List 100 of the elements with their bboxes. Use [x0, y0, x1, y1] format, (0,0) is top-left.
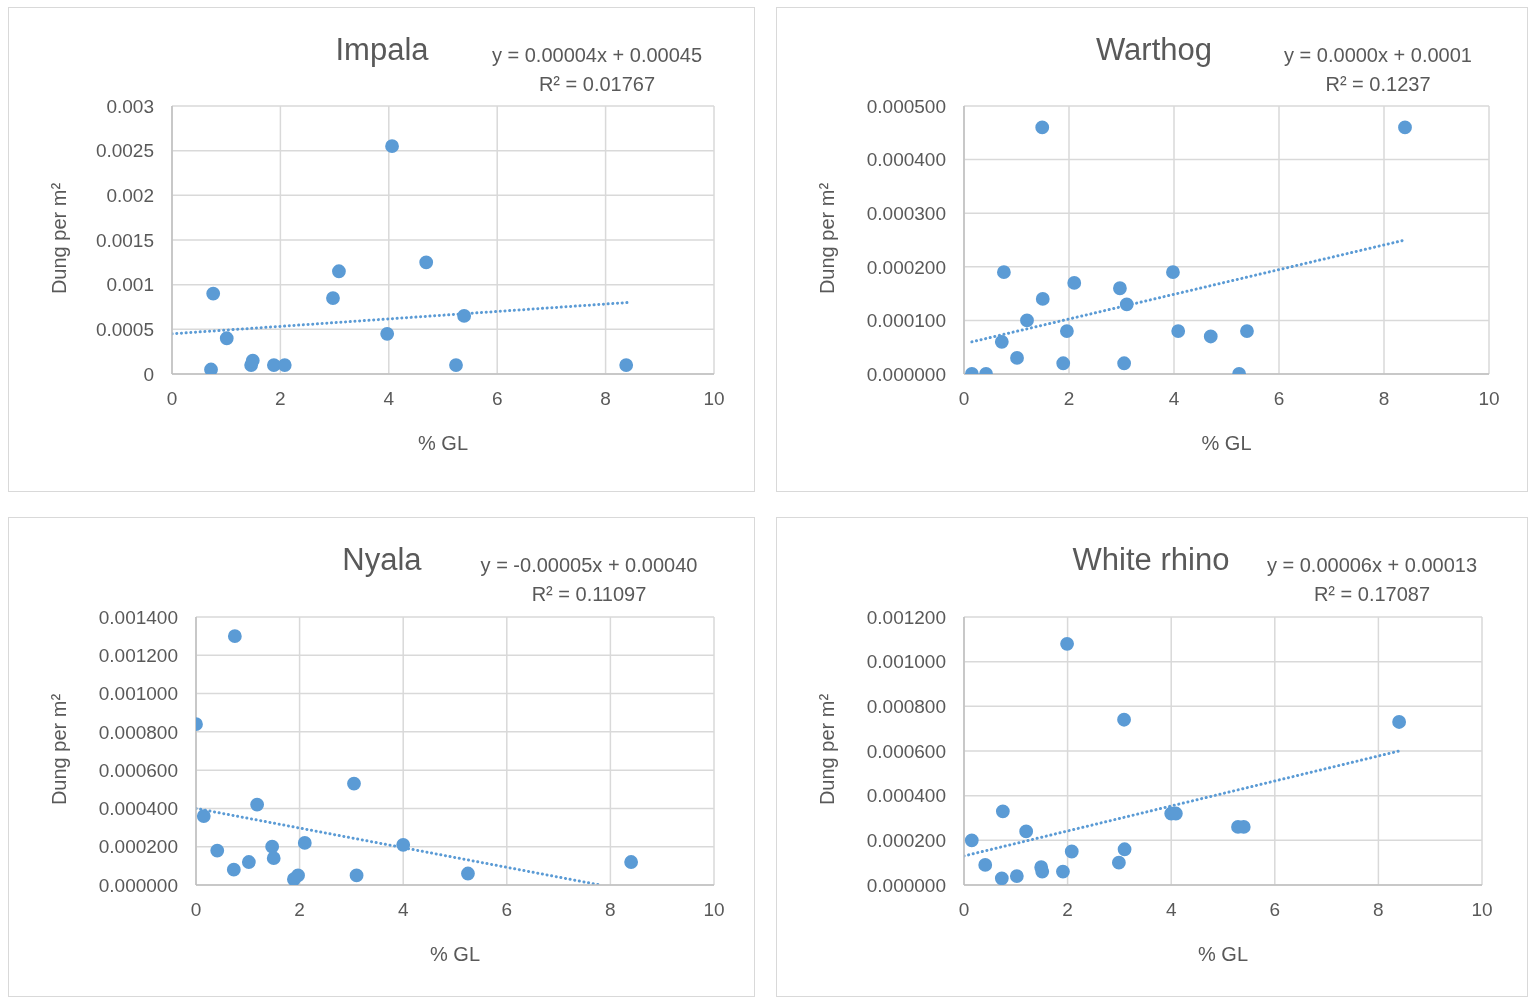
y-tick-label: 0.003: [106, 95, 154, 117]
y-axis-title: Dung per m²: [47, 181, 71, 297]
x-tick-label: 10: [703, 388, 725, 410]
x-tick-label: 8: [1373, 899, 1384, 921]
y-tick-label: 0.000600: [866, 740, 946, 762]
point: [619, 358, 634, 372]
x-axis-title: % GL: [417, 432, 469, 455]
y-tick-label: 0.001000: [866, 651, 946, 673]
y-tick-label: 0: [143, 363, 154, 385]
point: [332, 264, 346, 279]
point: [265, 839, 280, 854]
y-tick-label: 0.000800: [866, 696, 946, 718]
point: [1059, 324, 1074, 339]
text: y = 0.00006x + 0.00013: [1266, 554, 1478, 576]
x-tick-label: 6: [1269, 899, 1281, 921]
point: [1060, 636, 1074, 651]
y-tick-label: 0.000000: [98, 874, 178, 896]
point: [226, 862, 241, 877]
x-tick-label: 6: [491, 388, 503, 410]
x-tick-label: 0: [958, 899, 970, 921]
y-tick-label: 0.000300: [866, 202, 946, 224]
x-tick-label: 2: [294, 899, 305, 921]
y-tick-label: 0.000200: [866, 830, 946, 852]
y-tick-label: 0.001: [106, 274, 154, 296]
y-axis-title: Dung per m²: [47, 692, 71, 808]
x-tick-label: 4: [1165, 899, 1177, 921]
y-tick-label: 0.001200: [98, 645, 178, 667]
y-tick-label: 0.001000: [98, 683, 178, 705]
x-tick-label: 10: [703, 899, 725, 921]
x-tick-label: 2: [275, 388, 286, 410]
point: [297, 835, 312, 850]
point: [1067, 275, 1082, 290]
y-tick-label: 0.000800: [98, 721, 178, 743]
point: [449, 358, 463, 372]
point: [380, 326, 395, 341]
x-tick-label: 4: [397, 899, 409, 921]
x-tick-label: 0: [190, 899, 202, 921]
point: [210, 843, 225, 858]
x-tick-label: 6: [1273, 388, 1285, 410]
point: [1117, 712, 1131, 727]
y-tick-label: 0.0025: [95, 140, 154, 162]
point: [349, 868, 364, 883]
point: [1010, 351, 1024, 365]
point: [196, 809, 211, 823]
point: [995, 804, 1010, 819]
text: R² = 0.1237: [1324, 72, 1432, 97]
point: [396, 837, 411, 852]
point: [347, 776, 361, 791]
point: [978, 858, 993, 872]
point: [994, 871, 1009, 885]
point: [1019, 824, 1034, 839]
x-tick-label: 8: [605, 899, 616, 921]
x-axis-title: % GL: [1200, 432, 1253, 455]
x-tick-label: 2: [1062, 899, 1073, 921]
y-tick-label: 0.001200: [866, 606, 946, 628]
y-axis-title: Dung per m²: [815, 692, 839, 808]
point: [461, 866, 475, 881]
y-axis-title: Dung per m²: [815, 181, 839, 297]
x-tick-label: 10: [1471, 899, 1493, 921]
point: [624, 855, 639, 869]
point: [1203, 329, 1218, 344]
y-tick-label: 0.000400: [866, 149, 946, 171]
y-tick-label: 0.000200: [98, 836, 178, 858]
point: [227, 629, 242, 644]
point: [1111, 855, 1126, 870]
x-tick-label: 8: [1378, 388, 1390, 410]
y-tick-label: 0.000000: [866, 363, 946, 385]
point: [1056, 864, 1070, 879]
point: [326, 291, 340, 305]
point: [1117, 842, 1132, 857]
point: [277, 358, 292, 372]
y-tick-label: 0.000600: [98, 759, 178, 781]
point: [419, 255, 434, 270]
y-tick-label: 0.000500: [866, 95, 946, 117]
x-tick-label: 0: [958, 388, 970, 410]
text: R² = 0.11097: [530, 582, 648, 607]
point: [219, 331, 234, 346]
point: [250, 797, 265, 812]
point: [994, 334, 1009, 349]
point: [1166, 265, 1180, 280]
point: [266, 851, 281, 866]
x-tick-label: 4: [383, 388, 395, 410]
text: R² = 0.17087: [1312, 582, 1432, 607]
chart-title: Impala: [335, 32, 429, 67]
y-tick-label: 0.000100: [866, 310, 946, 332]
point: [1171, 324, 1186, 339]
point: [1009, 869, 1024, 883]
point: [1064, 844, 1079, 859]
y-tick-label: 0.000400: [98, 798, 178, 820]
text: y = -0.00005x + 0.00040: [479, 553, 699, 578]
chart-title: White rhino: [1072, 542, 1230, 577]
text: R² = 0.01767: [537, 72, 657, 97]
point: [964, 833, 979, 848]
point: [1020, 313, 1034, 328]
point: [291, 868, 305, 883]
x-tick-label: 2: [1063, 388, 1075, 410]
x-tick-label: 4: [1168, 388, 1180, 410]
point: [996, 265, 1011, 280]
point: [1398, 120, 1412, 135]
point: [1113, 281, 1127, 296]
